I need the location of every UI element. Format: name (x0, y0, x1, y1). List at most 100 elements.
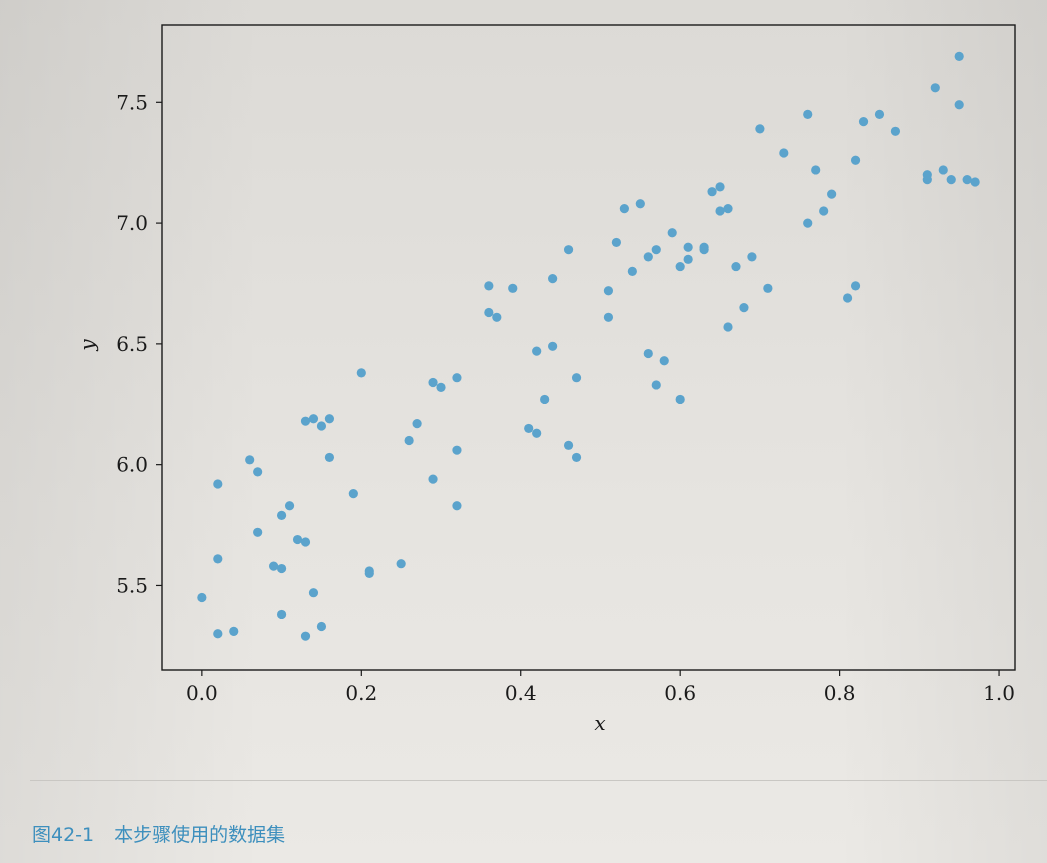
data-point (635, 199, 645, 209)
data-point (324, 452, 335, 463)
data-point (755, 124, 765, 134)
y-axis-label: y (75, 339, 99, 352)
data-point (747, 252, 757, 262)
data-point (452, 501, 462, 511)
data-points (197, 51, 980, 641)
x-tick-label: 0.4 (505, 681, 537, 705)
data-point (213, 554, 223, 564)
data-point (699, 245, 709, 255)
data-point (763, 283, 773, 293)
data-point (667, 228, 677, 238)
data-point (850, 281, 861, 291)
data-point (276, 609, 287, 620)
figure-frame (30, 0, 1047, 781)
figure-number: 图42-1 (32, 824, 95, 846)
data-point (284, 501, 295, 511)
data-point (348, 489, 358, 499)
data-point (627, 266, 637, 277)
data-point (643, 348, 653, 359)
data-point (428, 474, 438, 484)
data-point (811, 165, 821, 175)
x-tick-label: 0.6 (664, 681, 696, 705)
data-point (300, 631, 311, 641)
data-point (452, 445, 462, 455)
data-point (938, 165, 948, 175)
data-point (548, 341, 558, 351)
data-point (508, 283, 518, 293)
data-point (842, 293, 853, 303)
data-point (659, 356, 669, 366)
figure-caption-text: 本步骤使用的数据集 (114, 824, 286, 846)
data-point (253, 467, 263, 477)
data-point (890, 126, 901, 136)
data-point (803, 109, 813, 119)
x-tick-label: 0.8 (824, 681, 856, 705)
data-point (213, 629, 223, 639)
x-axis-ticks: 0.0 0.2 0.4 0.6 0.8 1.0 (186, 670, 1015, 705)
data-point (651, 380, 661, 390)
x-tick-label: 1.0 (983, 681, 1015, 705)
data-point (324, 414, 335, 424)
data-point (922, 170, 932, 180)
data-point (611, 237, 622, 248)
y-tick-label: 6.0 (116, 453, 148, 477)
data-point (436, 382, 446, 392)
data-point (197, 592, 207, 603)
data-point (356, 368, 366, 378)
data-point (563, 440, 574, 450)
data-point (532, 346, 542, 356)
data-point (308, 588, 319, 598)
data-point (707, 187, 717, 197)
data-point (651, 245, 661, 255)
data-point (946, 175, 956, 185)
data-point (548, 274, 558, 284)
data-point (396, 559, 406, 569)
data-point (300, 416, 311, 426)
data-point (532, 428, 542, 438)
y-tick-label: 7.0 (116, 211, 148, 235)
data-point (962, 175, 972, 185)
data-point (300, 537, 311, 547)
data-point (524, 423, 534, 434)
data-point (858, 117, 869, 127)
x-tick-label: 0.2 (345, 681, 377, 705)
data-point (452, 373, 462, 383)
data-point (954, 100, 964, 110)
data-point (484, 307, 494, 318)
data-point (954, 51, 964, 62)
data-point (731, 261, 741, 272)
data-point (675, 394, 685, 405)
data-point (827, 189, 837, 199)
data-point (819, 206, 829, 216)
x-axis-label: x (594, 711, 605, 735)
data-point (428, 377, 438, 388)
data-point (229, 626, 239, 636)
data-point (603, 286, 614, 296)
data-point (723, 322, 733, 332)
data-point (619, 203, 629, 214)
data-point (675, 261, 685, 272)
data-point (571, 452, 582, 463)
data-point (412, 418, 422, 429)
y-tick-label: 5.5 (116, 573, 148, 597)
data-point (245, 455, 255, 465)
data-point (803, 218, 813, 228)
data-point (571, 373, 582, 383)
data-point (316, 421, 327, 431)
data-point (364, 568, 374, 578)
data-point (404, 435, 414, 446)
data-point (930, 83, 940, 93)
data-point (269, 561, 279, 571)
data-point (715, 182, 725, 192)
data-point (213, 479, 223, 489)
data-point (253, 527, 263, 537)
data-point (308, 414, 319, 424)
data-point (874, 109, 885, 119)
plot-area-frame (161, 24, 1016, 671)
data-point (603, 312, 614, 322)
y-tick-label: 6.5 (116, 332, 148, 356)
data-point (683, 242, 693, 252)
data-point (563, 245, 574, 255)
figure-caption: 图42-1 本步骤使用的数据集 (32, 820, 285, 847)
y-axis-ticks: 5.5 6.0 6.5 7.0 7.5 (116, 90, 162, 597)
